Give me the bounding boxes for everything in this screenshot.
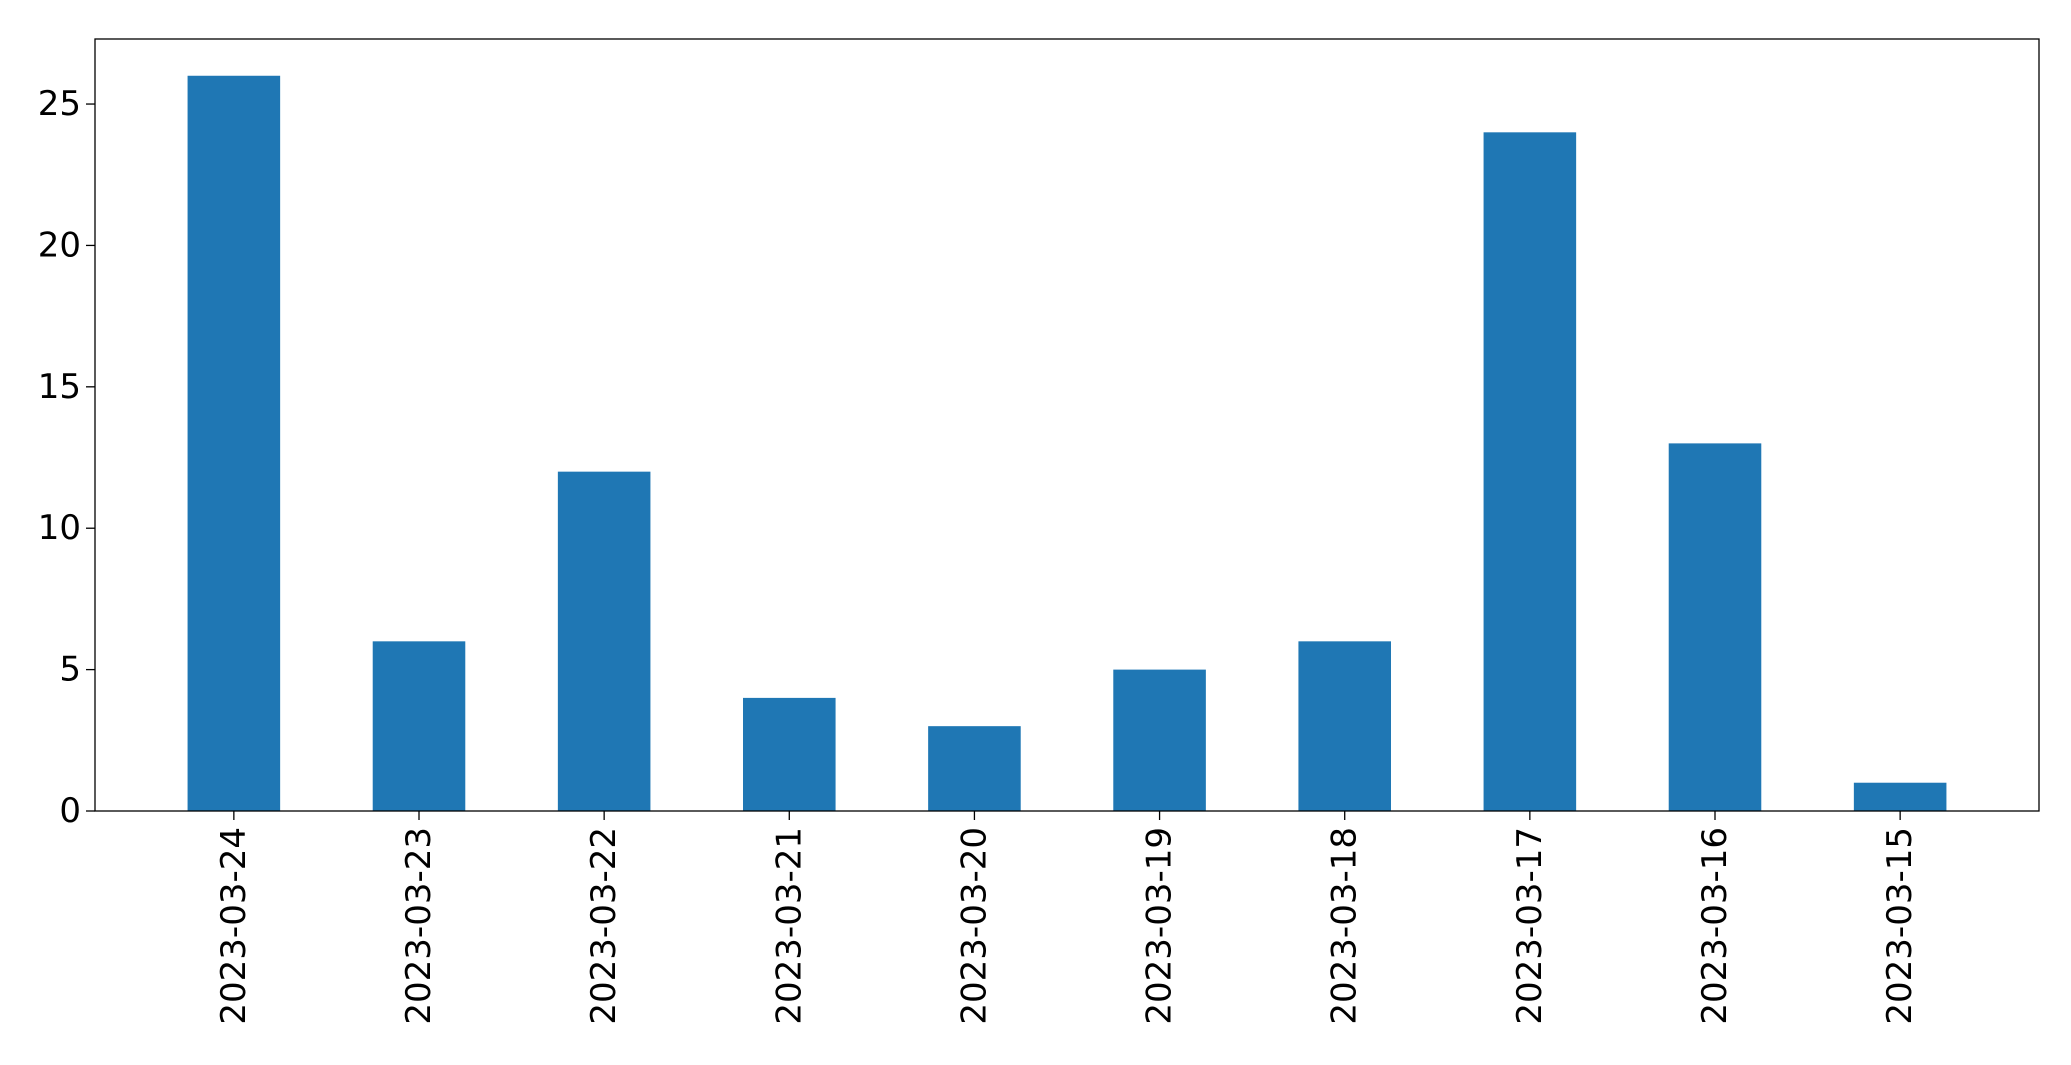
y-tick-label: 10 [38,508,81,548]
y-tick-label: 0 [59,791,81,831]
bar-2023-03-24 [187,75,281,811]
bar-2023-03-23 [372,641,466,811]
bar-2023-03-17 [1483,132,1577,812]
y-axis: 0 5 10 15 20 25 [38,84,95,831]
bars-layer [187,75,1947,812]
bar-2023-03-19 [1113,669,1206,811]
bar-2023-03-20 [928,726,1021,811]
bar-2023-03-22 [557,471,651,811]
bar-2023-03-15 [1853,782,1947,811]
y-tick-label: 5 [59,650,81,690]
bar-2023-03-16 [1668,443,1762,811]
x-tick-label-2023-03-20: 2023-03-20 [954,827,994,1025]
y-tick-label: 20 [38,225,81,265]
x-tick-label-2023-03-19: 2023-03-19 [1140,827,1180,1025]
x-tick-label-2023-03-21: 2023-03-21 [769,827,809,1025]
x-tick-label-2023-03-23: 2023-03-23 [399,827,439,1025]
bar-2023-03-18 [1298,641,1391,811]
x-tick-label-2023-03-18: 2023-03-18 [1325,827,1365,1025]
y-tick-label: 15 [38,367,81,407]
bar-2023-03-21 [743,697,836,811]
plot-frame [94,38,2040,812]
x-tick-label-2023-03-15: 2023-03-15 [1880,827,1920,1025]
x-tick-label-2023-03-22: 2023-03-22 [584,827,624,1025]
y-tick-label: 25 [38,84,81,124]
x-tick-label-2023-03-16: 2023-03-16 [1695,827,1735,1025]
x-tick-label-2023-03-24: 2023-03-24 [214,827,254,1025]
x-axis: 2023-03-24 2023-03-23 2023-03-22 2023-03-21… [214,811,1920,1025]
x-tick-label-2023-03-17: 2023-03-17 [1510,827,1550,1025]
